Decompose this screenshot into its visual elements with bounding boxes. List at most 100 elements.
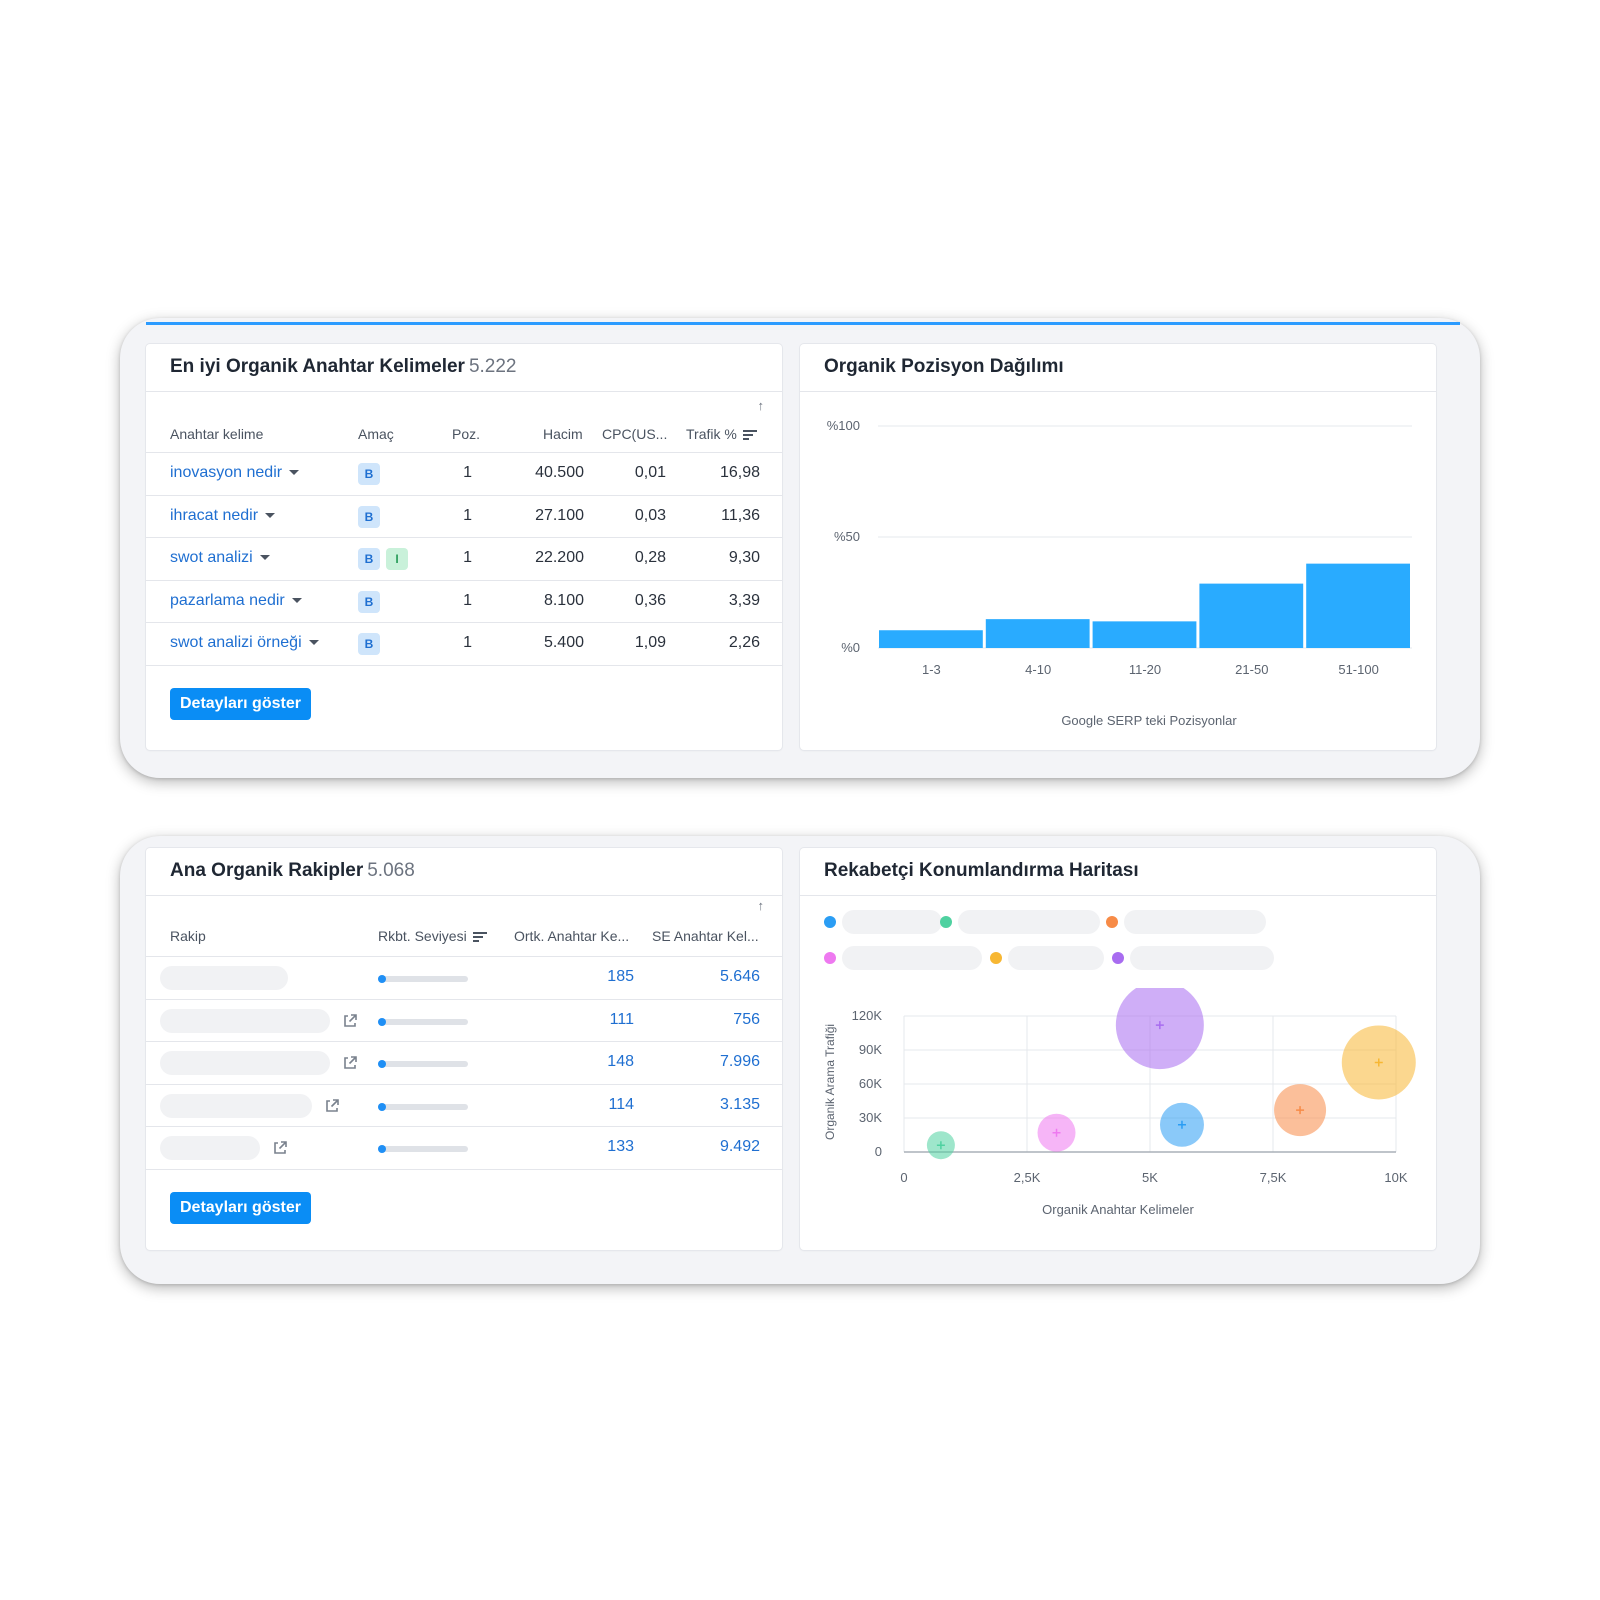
accent-line (146, 322, 1460, 325)
caret-down-icon[interactable] (259, 555, 270, 561)
bar[interactable] (1199, 583, 1304, 648)
keyword-link[interactable]: swot analizi örneği (170, 634, 319, 652)
keywords-card: En iyi Organik Anahtar Kelimeler 5.222 ↑ … (146, 344, 782, 750)
map-card: Rekabetçi Konumlandırma Haritası 0 30K 60K… (800, 848, 1436, 1250)
bar[interactable] (1092, 621, 1197, 648)
bubble-center-mark (936, 1141, 945, 1150)
filter-icon[interactable] (472, 932, 487, 943)
y-axis-title: Organik Arama Trafiği (823, 1024, 837, 1140)
competition-level-bar (378, 975, 468, 983)
col-position[interactable]: Poz. (452, 426, 481, 442)
traffic-value: 16,98 (719, 464, 760, 481)
volume-value: 22.200 (535, 549, 584, 566)
legend-label-placeholder (842, 946, 982, 970)
col-se-keywords[interactable]: SE Anahtar Kel... (652, 928, 759, 944)
x-tick-label: 0 (900, 1170, 907, 1185)
filter-icon[interactable] (742, 430, 757, 441)
caret-down-icon[interactable] (308, 640, 319, 646)
y-tick-label: 90K (859, 1042, 882, 1057)
se-keywords-value[interactable]: 5.646 (719, 968, 760, 985)
col-traffic-label: Trafik % (686, 426, 737, 442)
bar[interactable] (985, 619, 1090, 648)
legend-label-placeholder (1008, 946, 1104, 970)
keyword-link[interactable]: swot analizi (170, 549, 270, 567)
table-row: 111 756 (146, 998, 782, 1042)
x-tick-label: 4-10 (1025, 662, 1051, 677)
col-intent[interactable]: Amaç (358, 426, 394, 442)
competitor-name-placeholder (160, 966, 288, 990)
competitors-card-title: Ana Organik Rakipler (170, 860, 364, 881)
col-competition-level[interactable]: Rkbt. Seviyesi (378, 928, 487, 944)
common-keywords-value[interactable]: 114 (608, 1095, 634, 1113)
keyword-text: pazarlama nedir (170, 591, 285, 609)
table-row: swot analizi B I 1 22.200 0,28 9,30 (146, 537, 782, 580)
col-traffic[interactable]: Trafik % (686, 426, 757, 442)
table-row: inovasyon nedir B 1 40.500 0,01 16,98 (146, 452, 782, 495)
common-keywords-value[interactable]: 111 (609, 1010, 634, 1028)
cpc-value: 0,28 (634, 549, 666, 566)
intent-badge: I (386, 548, 408, 570)
col-competitor[interactable]: Rakip (170, 928, 206, 944)
sort-arrow-icon[interactable]: ↑ (757, 398, 765, 413)
bar[interactable] (879, 630, 983, 648)
caret-down-icon[interactable] (289, 470, 300, 476)
bar[interactable] (1306, 563, 1410, 648)
competition-level-bar (378, 1017, 468, 1026)
table-row: ihracat nedir B 1 27.100 0,03 11,36 (146, 494, 782, 538)
keywords-details-button[interactable]: Detayları göster (170, 688, 311, 720)
bubble-center-mark (1296, 1106, 1305, 1115)
external-link-icon[interactable] (324, 1098, 340, 1114)
se-keywords-value[interactable]: 756 (733, 1010, 760, 1028)
volume-value: 5.400 (543, 634, 584, 651)
keyword-text: inovasyon nedir (170, 464, 283, 481)
competition-level-fill (378, 1017, 386, 1026)
common-keywords-value[interactable]: 133 (607, 1138, 634, 1155)
bubble-center-mark (1177, 1120, 1186, 1129)
competitor-name-placeholder (160, 1136, 260, 1160)
se-keywords-value[interactable]: 3.135 (719, 1095, 760, 1113)
traffic-value: 2,26 (728, 634, 760, 651)
competitor-name-placeholder (160, 1093, 312, 1118)
sort-arrow-icon[interactable]: ↑ (757, 898, 765, 913)
bubble-center-mark (1155, 1021, 1164, 1030)
x-tick-label: 5K (1142, 1170, 1158, 1185)
x-tick-label: 1-3 (922, 662, 941, 677)
table-row: 185 5.646 (146, 956, 782, 999)
common-keywords-value[interactable]: 185 (607, 968, 634, 985)
keyword-link[interactable]: ihracat nedir (170, 507, 276, 525)
external-link-icon[interactable] (272, 1140, 288, 1156)
legend-label-placeholder (842, 910, 942, 934)
competition-level-bar (378, 1060, 468, 1068)
legend (800, 896, 1436, 986)
competitors-card: Ana Organik Rakipler 5.068 ↑ Rakip Rkbt. … (146, 848, 782, 1250)
se-keywords-value[interactable]: 7.996 (719, 1053, 760, 1070)
table-row: pazarlama nedir B 1 8.100 0,36 3,39 (146, 579, 782, 623)
y-tick-label: %50 (834, 529, 860, 544)
x-tick-label: 21-50 (1235, 662, 1268, 677)
col-common-keywords[interactable]: Ortk. Anahtar Ke... (514, 928, 630, 944)
legend-dot (1112, 952, 1124, 964)
keywords-card-title: En iyi Organik Anahtar Kelimeler (170, 356, 465, 377)
col-volume[interactable]: Hacim (543, 426, 583, 442)
top-panel: En iyi Organik Anahtar Kelimeler 5.222 ↑ … (120, 318, 1480, 778)
keyword-link[interactable]: pazarlama nedir (170, 592, 302, 610)
bottom-panel: Ana Organik Rakipler 5.068 ↑ Rakip Rkbt. … (120, 836, 1480, 1284)
common-keywords-value[interactable]: 148 (607, 1053, 634, 1070)
caret-down-icon[interactable] (265, 512, 276, 518)
y-tick-label: %100 (827, 418, 860, 433)
caret-down-icon[interactable] (291, 597, 302, 603)
competitors-details-button[interactable]: Detayları göster (170, 1192, 311, 1224)
col-cpc[interactable]: CPC(US... (602, 426, 668, 442)
external-link-icon[interactable] (342, 1013, 358, 1029)
keyword-link[interactable]: inovasyon nedir (170, 464, 300, 482)
intent-badge: B (358, 590, 380, 613)
traffic-value: 11,36 (721, 506, 760, 524)
competitors-count: 5.068 (367, 860, 415, 881)
volume-value: 8.100 (543, 591, 584, 609)
competition-level-fill (378, 1102, 386, 1111)
volume-value: 40.500 (535, 464, 584, 481)
se-keywords-value[interactable]: 9.492 (719, 1138, 760, 1155)
keyword-text: swot analizi örneği (170, 634, 302, 651)
external-link-icon[interactable] (342, 1055, 358, 1071)
col-keyword[interactable]: Anahtar kelime (170, 426, 264, 442)
